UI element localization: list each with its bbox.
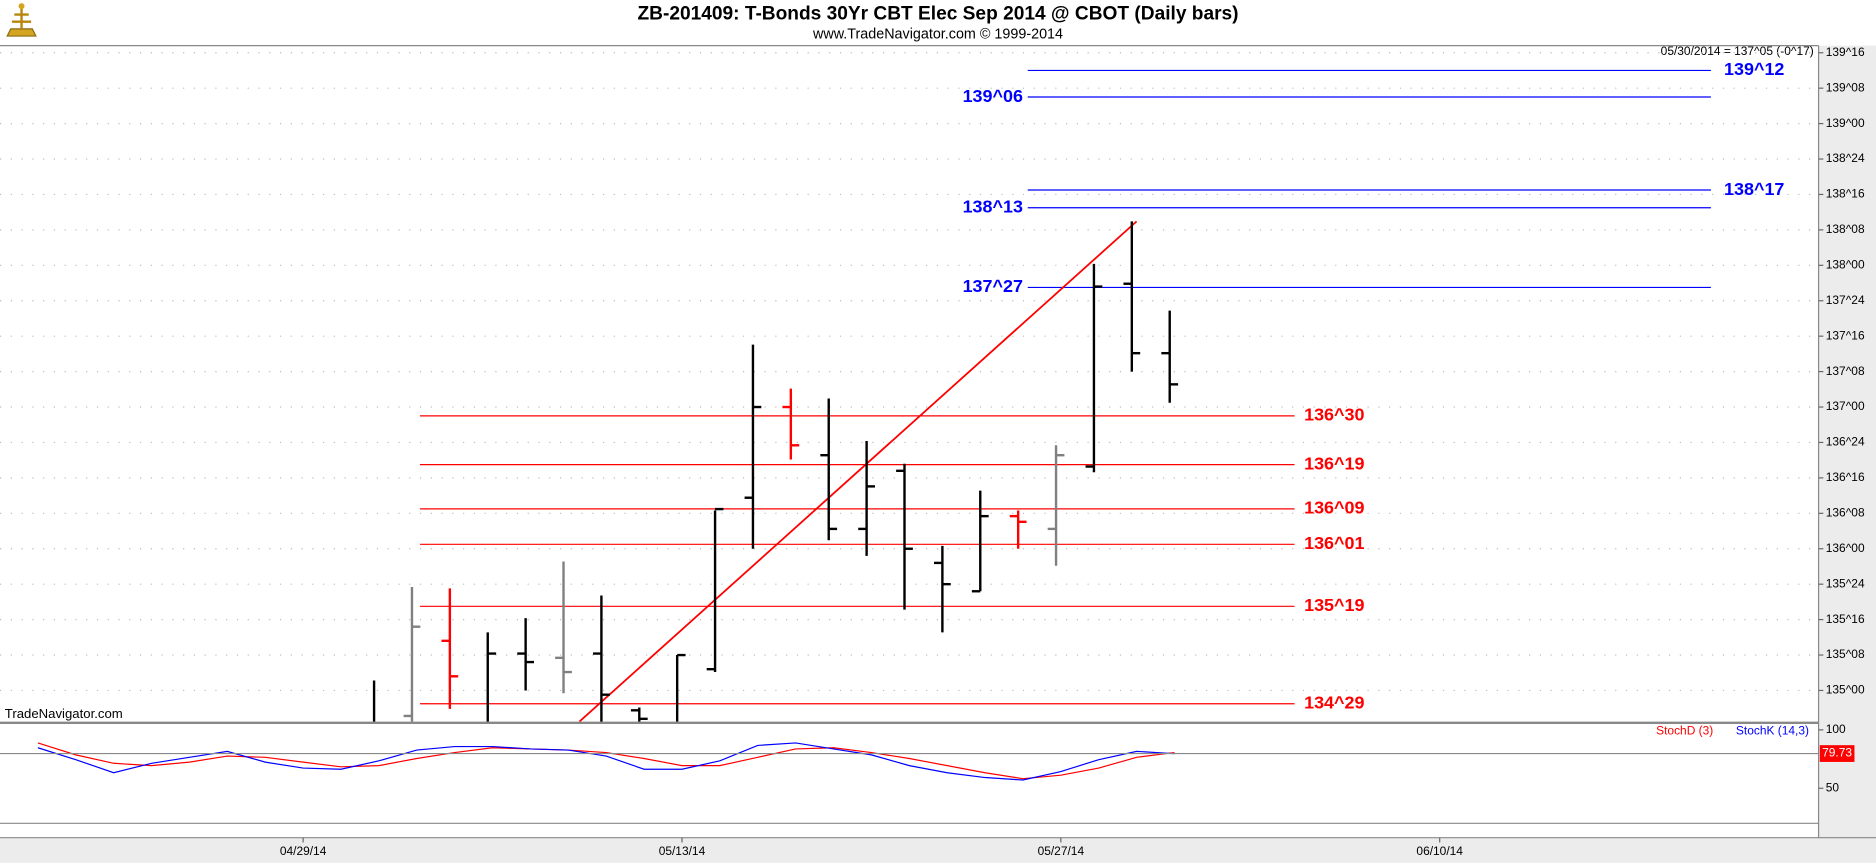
value-marker-box: [1819, 745, 1855, 762]
x-tick-label: 05/13/14: [659, 844, 706, 858]
trendline-extension: [578, 662, 645, 722]
y-tick-label: 135^00: [1826, 683, 1865, 697]
y-tick-label: 137^08: [1826, 364, 1865, 378]
y-tick-label: 136^16: [1826, 470, 1865, 484]
logo: [6, 3, 37, 37]
x-tick-label: 05/27/14: [1038, 844, 1085, 858]
info-label: 05/30/2014 = 137^05 (-0^17): [1661, 44, 1814, 58]
level-label: 136^09: [1304, 498, 1364, 518]
y-tick-label: 137^00: [1826, 399, 1865, 413]
legend-label: StochD (3): [1656, 723, 1713, 737]
y-tick-label: 136^08: [1826, 505, 1865, 519]
y-tick-label: 138^00: [1826, 257, 1865, 271]
chart-subtitle: www.TradeNavigator.com © 1999-2014: [812, 27, 1063, 43]
y-tick-label: 137^16: [1826, 328, 1865, 342]
y-tick-label: 137^24: [1826, 293, 1865, 307]
level-label: 135^19: [1304, 595, 1364, 615]
level-label: 134^29: [1304, 692, 1364, 712]
level-label: 138^13: [963, 196, 1023, 216]
y-tick-label: 136^24: [1826, 435, 1865, 449]
y-tick-label: 139^16: [1826, 45, 1865, 59]
level-label: 137^27: [963, 276, 1023, 296]
y-tick-label: 139^08: [1826, 80, 1865, 94]
y-tick-label: 135^24: [1826, 576, 1865, 590]
price-panel: [0, 52, 1819, 722]
chart-title: ZB-201409: T-Bonds 30Yr CBT Elec Sep 201…: [637, 4, 1238, 25]
x-tick-label: 04/29/14: [280, 844, 327, 858]
watermark: TradeNavigator.com: [5, 706, 123, 721]
level-label: 138^17: [1724, 179, 1784, 199]
date-axis-band: [0, 837, 1876, 863]
y-tick-label: 138^08: [1826, 222, 1865, 236]
stoch-line: [37, 742, 1175, 780]
y-tick-label: 138^16: [1826, 187, 1865, 201]
legend-label: StochK (14,3): [1736, 723, 1809, 737]
y-tick-label: 50: [1826, 780, 1840, 794]
y-tick-label: 135^08: [1826, 647, 1865, 661]
x-tick-label: 06/10/14: [1416, 844, 1463, 858]
trendline: [643, 220, 1138, 665]
level-label: 136^01: [1304, 533, 1364, 553]
stoch-line: [37, 742, 1175, 781]
level-label: 136^19: [1304, 453, 1364, 473]
right-axis-band: [1818, 45, 1876, 863]
value-marker-label: 79.73: [1822, 746, 1852, 760]
y-tick-label: 139^00: [1826, 116, 1865, 130]
level-label: 136^30: [1304, 405, 1364, 425]
stoch-panel: [37, 742, 1175, 781]
y-tick-label: 136^00: [1826, 541, 1865, 555]
y-tick-label: 138^24: [1826, 151, 1865, 165]
y-tick-label: 100: [1826, 722, 1846, 736]
level-label: 139^06: [963, 86, 1023, 106]
level-label: 139^12: [1724, 59, 1784, 79]
y-tick-label: 135^16: [1826, 612, 1865, 626]
